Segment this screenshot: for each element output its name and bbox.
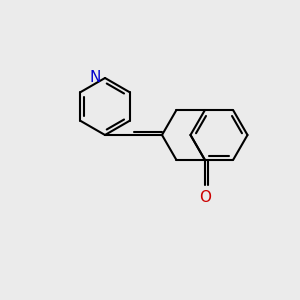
Text: O: O [199,190,211,205]
Text: N: N [89,70,100,86]
